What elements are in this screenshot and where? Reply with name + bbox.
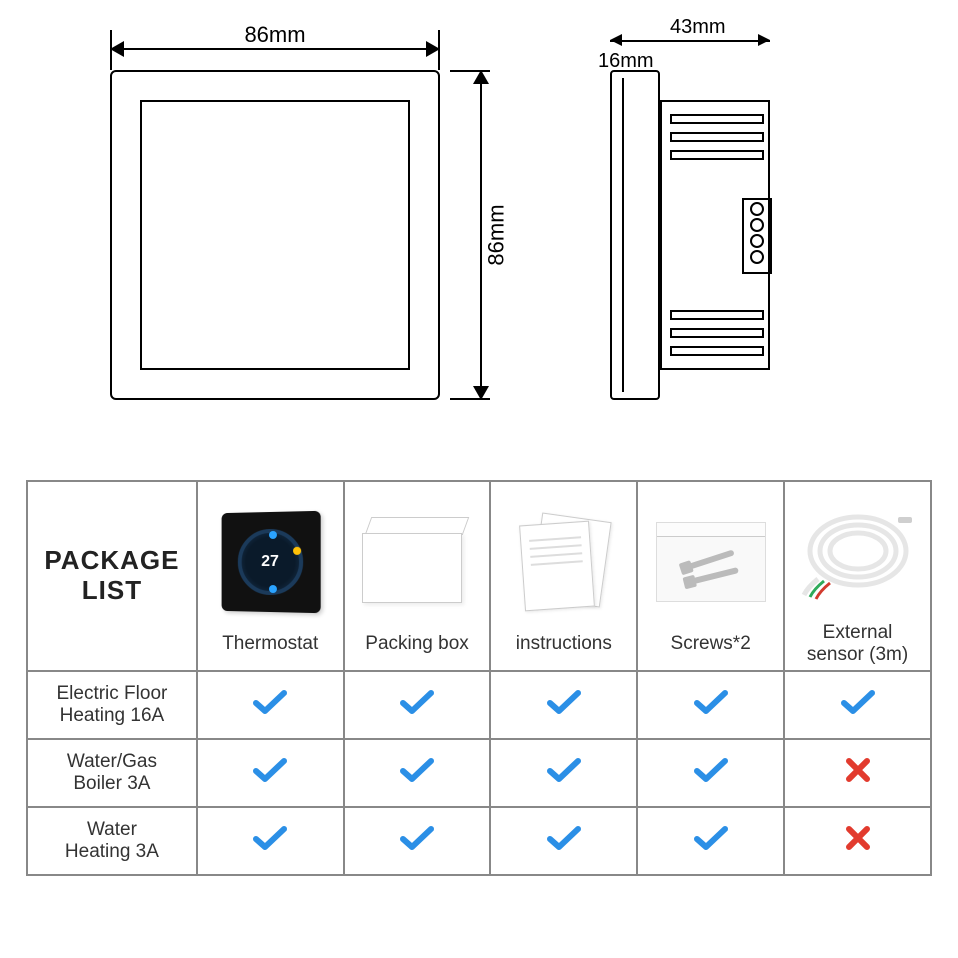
dimension-width-label: 86mm <box>235 22 315 48</box>
check-icon <box>490 739 637 807</box>
side-faceplate <box>610 70 660 400</box>
dimension-depth-label: 43mm <box>668 16 728 39</box>
dimension-height: 86mm <box>450 70 510 400</box>
col-packing-box-label: Packing box <box>349 627 486 655</box>
sensor-icon <box>798 501 918 601</box>
row-label: Water/GasBoiler 3A <box>27 739 197 807</box>
dimension-height-label: 86mm <box>484 198 510 271</box>
check-icon <box>490 807 637 875</box>
table-row: Water/GasBoiler 3A <box>27 739 931 807</box>
check-icon <box>637 807 784 875</box>
col-screws-label: Screws*2 <box>642 627 779 655</box>
check-icon <box>637 739 784 807</box>
check-icon <box>197 739 344 807</box>
screws-icon <box>656 522 766 602</box>
package-list-table: PACKAGE LIST 27 T <box>26 480 932 876</box>
table-row: WaterHeating 3A <box>27 807 931 875</box>
check-icon <box>784 671 931 739</box>
dimension-width: 86mm <box>110 30 440 66</box>
col-screws: Screws*2 <box>637 481 784 671</box>
check-icon <box>344 671 491 739</box>
table-header-row: PACKAGE LIST 27 T <box>27 481 931 671</box>
title-line2: LIST <box>82 575 142 605</box>
front-view <box>110 70 440 400</box>
front-inner-screen <box>140 100 410 370</box>
col-sensor-label: External sensor (3m) <box>789 616 926 666</box>
col-thermostat: 27 Thermostat <box>197 481 344 671</box>
dimension-diagrams: 86mm 86mm <box>0 0 958 440</box>
col-thermostat-label: Thermostat <box>202 627 339 655</box>
instructions-icon <box>514 517 614 607</box>
check-icon <box>197 671 344 739</box>
thermostat-icon: 27 <box>222 511 321 613</box>
dimension-face-depth-label: 16mm <box>598 50 654 73</box>
table-row: Electric FloorHeating 16A <box>27 671 931 739</box>
terminal-block <box>742 198 772 274</box>
side-back-housing <box>660 100 770 370</box>
check-icon <box>637 671 784 739</box>
package-list-title: PACKAGE LIST <box>27 481 197 671</box>
col-instructions-label: instructions <box>495 627 632 655</box>
col-packing-box: Packing box <box>344 481 491 671</box>
cross-icon <box>784 739 931 807</box>
check-icon <box>197 807 344 875</box>
check-icon <box>344 807 491 875</box>
packing-box-icon <box>362 517 472 607</box>
check-icon <box>490 671 637 739</box>
dimension-depth: 43mm <box>610 30 770 50</box>
cross-icon <box>784 807 931 875</box>
check-icon <box>344 739 491 807</box>
col-instructions: instructions <box>490 481 637 671</box>
title-line1: PACKAGE <box>44 545 179 575</box>
col-sensor: External sensor (3m) <box>784 481 931 671</box>
row-label: Electric FloorHeating 16A <box>27 671 197 739</box>
thermostat-temp: 27 <box>261 553 279 571</box>
side-view <box>610 70 780 400</box>
row-label: WaterHeating 3A <box>27 807 197 875</box>
